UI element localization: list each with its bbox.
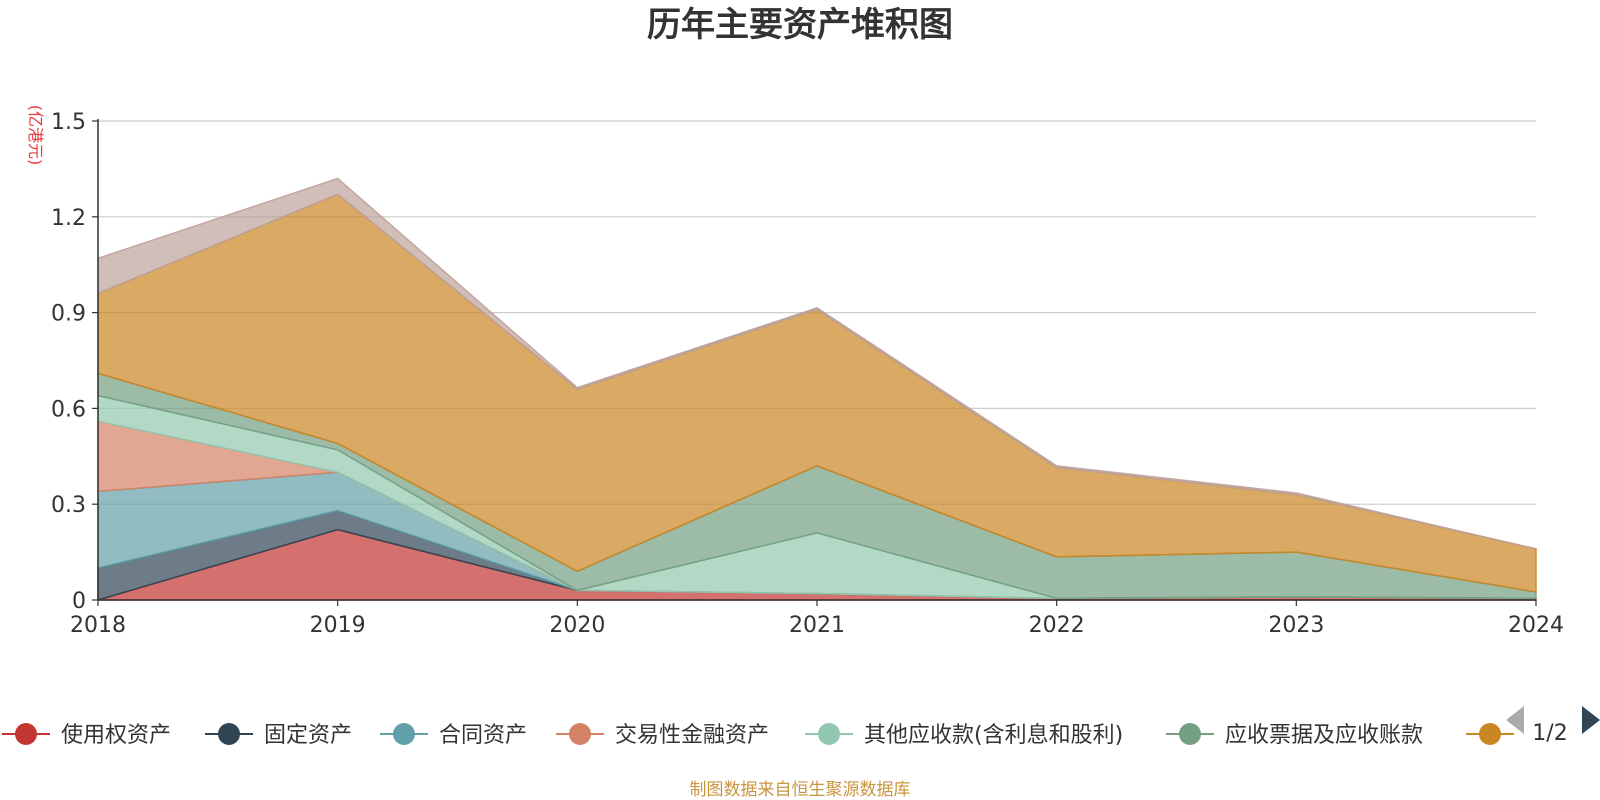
legend: 使用权资产 固定资产 合同资产 交易性金融资产 其他应收款(含利息和股利) 应收票据及应收… <box>2 723 1514 748</box>
x-tick-label: 2019 <box>310 613 366 638</box>
x-tick-label: 2023 <box>1268 613 1324 638</box>
y-axis-ticks: 0 0.3 0.6 0.9 1.2 1.5 <box>51 110 98 614</box>
x-axis-ticks: 2018 2019 2020 2021 2022 2023 2024 <box>70 600 1564 638</box>
x-tick-label: 2021 <box>789 613 845 638</box>
x-tick-label: 2024 <box>1508 613 1564 638</box>
data-source-note: 制图数据来自恒生聚源数据库 <box>690 780 911 800</box>
legend-item[interactable]: 应收票据及应收账款 <box>1166 723 1423 748</box>
legend-marker <box>15 723 37 745</box>
legend-marker <box>218 723 240 745</box>
legend-label: 使用权资产 <box>61 723 171 748</box>
y-tick-label: 0 <box>72 589 86 614</box>
legend-label: 交易性金融资产 <box>615 723 769 748</box>
chart-title: 历年主要资产堆积图 <box>647 5 953 45</box>
y-tick-label: 1.2 <box>51 206 86 231</box>
x-tick-label: 2018 <box>70 613 126 638</box>
legend-item[interactable] <box>1466 723 1514 745</box>
legend-item[interactable]: 使用权资产 <box>2 723 171 748</box>
legend-next-page-icon[interactable] <box>1582 706 1600 734</box>
legend-marker <box>569 723 591 745</box>
legend-marker <box>1179 723 1201 745</box>
area-series <box>97 177 1537 602</box>
legend-item[interactable]: 交易性金融资产 <box>556 723 769 748</box>
legend-item[interactable]: 固定资产 <box>205 723 352 748</box>
legend-label: 其他应收款(含利息和股利) <box>864 723 1123 748</box>
legend-page-indicator: 1/2 <box>1532 721 1567 746</box>
y-axis-unit: (亿港元) <box>26 105 45 166</box>
legend-label: 应收票据及应收账款 <box>1225 723 1423 748</box>
legend-marker <box>393 723 415 745</box>
legend-item[interactable]: 其他应收款(含利息和股利) <box>805 723 1123 748</box>
legend-prev-page-icon[interactable] <box>1506 706 1524 734</box>
legend-label: 合同资产 <box>439 723 527 748</box>
y-tick-label: 1.5 <box>51 110 86 135</box>
legend-marker <box>818 723 840 745</box>
y-tick-label: 0.6 <box>51 397 86 422</box>
legend-pager: 1/2 <box>1506 706 1600 746</box>
legend-label: 固定资产 <box>264 723 352 748</box>
y-tick-label: 0.9 <box>51 302 86 327</box>
area-series-8 <box>97 177 1537 550</box>
y-tick-label: 0.3 <box>51 493 86 518</box>
x-tick-label: 2022 <box>1029 613 1085 638</box>
legend-marker <box>1479 723 1501 745</box>
x-tick-label: 2020 <box>549 613 605 638</box>
legend-item[interactable]: 合同资产 <box>380 723 527 748</box>
